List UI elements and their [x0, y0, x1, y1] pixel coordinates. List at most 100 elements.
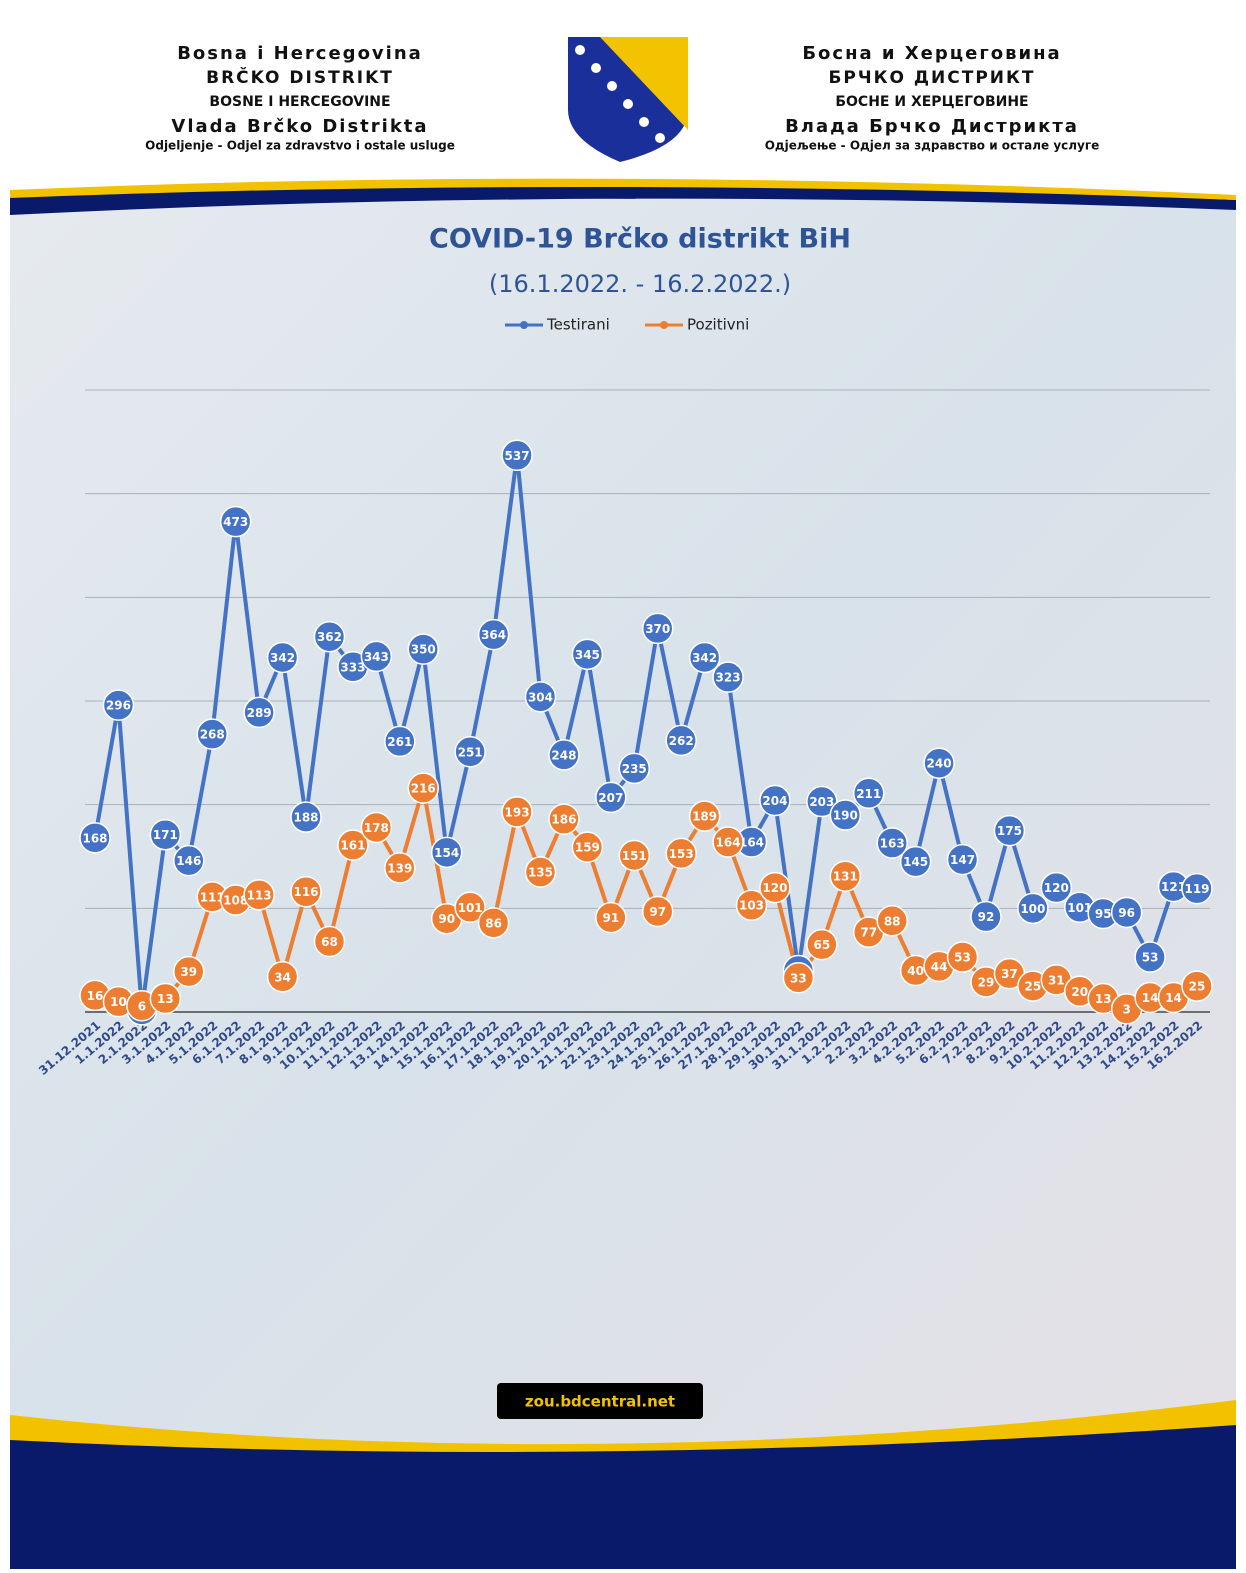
data-point	[173, 844, 205, 877]
header-line: Влада Брчко Дистрикта	[785, 116, 1079, 137]
data-point	[782, 962, 815, 994]
data-label: 116	[293, 885, 318, 899]
data-label: 262	[669, 734, 694, 748]
data-point	[852, 777, 885, 810]
header-line: Odjeljenje - Odjel za zdravstvo i ostale…	[145, 139, 455, 153]
data-label: 131	[833, 870, 858, 884]
data-label: 163	[880, 837, 905, 851]
data-point	[923, 747, 955, 779]
data-point	[524, 681, 557, 713]
data-point	[571, 831, 604, 863]
data-point	[946, 843, 979, 876]
data-point	[454, 891, 486, 924]
data-label: 96	[1118, 906, 1135, 920]
data-point	[384, 852, 416, 884]
data-point	[876, 905, 908, 937]
data-point	[313, 620, 346, 653]
data-label: 88	[884, 914, 901, 928]
data-point	[993, 814, 1026, 847]
data-label: 135	[528, 866, 553, 880]
data-point	[219, 505, 252, 538]
data-label: 323	[716, 671, 741, 685]
data-label: 145	[903, 855, 928, 869]
data-point	[688, 641, 721, 674]
data-label: 92	[978, 910, 995, 924]
data-label: 159	[575, 841, 600, 855]
data-point	[829, 860, 862, 892]
data-label: 146	[176, 854, 201, 868]
data-label: 14	[1142, 991, 1159, 1005]
header-line: Одјељење - Одјел за здравство и остале у…	[765, 139, 1100, 153]
data-label: 251	[458, 745, 483, 759]
chart-bg	[10, 195, 1236, 1455]
data-label: 16	[87, 989, 104, 1003]
data-point	[571, 638, 604, 671]
data-point	[1181, 872, 1213, 905]
data-point	[266, 641, 299, 674]
data-label: 161	[340, 839, 365, 853]
data-point	[712, 661, 744, 693]
data-label: 186	[551, 813, 576, 827]
data-label: 350	[411, 643, 436, 657]
data-label: 370	[645, 622, 670, 636]
data-point	[665, 837, 697, 870]
data-label: 193	[505, 805, 530, 819]
data-point	[407, 633, 440, 665]
data-point	[688, 800, 721, 832]
legend-marker	[660, 321, 668, 329]
data-label: 151	[622, 849, 647, 863]
header-line: Босна и Херцеговина	[802, 43, 1061, 64]
data-point	[1017, 892, 1049, 925]
data-point	[313, 925, 346, 958]
data-label: 25	[1025, 980, 1042, 994]
data-point	[595, 781, 627, 814]
data-point	[477, 618, 510, 651]
data-label: 473	[223, 515, 248, 529]
data-label: 37	[1001, 967, 1018, 981]
data-label: 342	[270, 651, 295, 665]
data-point	[196, 718, 228, 750]
data-label: 362	[317, 630, 342, 644]
data-label: 111	[200, 890, 225, 904]
data-point	[360, 640, 393, 673]
data-point	[243, 696, 275, 729]
coat-triangle	[600, 37, 688, 130]
data-point	[806, 928, 838, 961]
data-label: 10	[110, 995, 127, 1009]
data-label: 211	[856, 787, 881, 801]
data-point	[79, 822, 111, 854]
data-point	[407, 772, 440, 804]
data-label: 537	[505, 449, 530, 463]
data-label: 103	[739, 899, 764, 913]
data-point	[501, 796, 533, 828]
header-line: BOSNE I HERCEGOVINE	[209, 94, 390, 110]
header-line: БОСНЕ И ХЕРЦЕГОВИНЕ	[835, 94, 1028, 110]
footer-box	[497, 1383, 703, 1419]
chart-subtitle: (16.1.2022. - 16.2.2022.)	[489, 270, 791, 298]
data-point	[899, 845, 932, 878]
data-label: 216	[411, 782, 436, 796]
data-label: 34	[274, 970, 291, 984]
data-label: 119	[1184, 882, 1209, 896]
top-band	[10, 183, 1236, 215]
data-label: 120	[1044, 881, 1069, 895]
data-point	[618, 752, 651, 785]
footer-url: zou.bdcentral.net	[525, 1393, 675, 1411]
data-label: 296	[106, 699, 131, 713]
bottom-band	[10, 1425, 1236, 1569]
data-label: 164	[739, 835, 764, 849]
data-label: 101	[1067, 901, 1092, 915]
data-label: 147	[950, 853, 975, 867]
legend: Testirani Pozitivni	[505, 316, 749, 334]
data-label: 91	[602, 911, 619, 925]
data-point	[1181, 970, 1213, 1002]
data-label: 153	[669, 847, 694, 861]
data-point	[759, 871, 791, 904]
data-label: 65	[813, 938, 830, 952]
legend-label: Pozitivni	[687, 316, 749, 334]
data-label: 164	[716, 835, 741, 849]
data-label: 40	[907, 964, 924, 978]
data-label: 68	[321, 935, 338, 949]
data-label: 33	[790, 971, 807, 985]
data-point	[149, 818, 182, 851]
